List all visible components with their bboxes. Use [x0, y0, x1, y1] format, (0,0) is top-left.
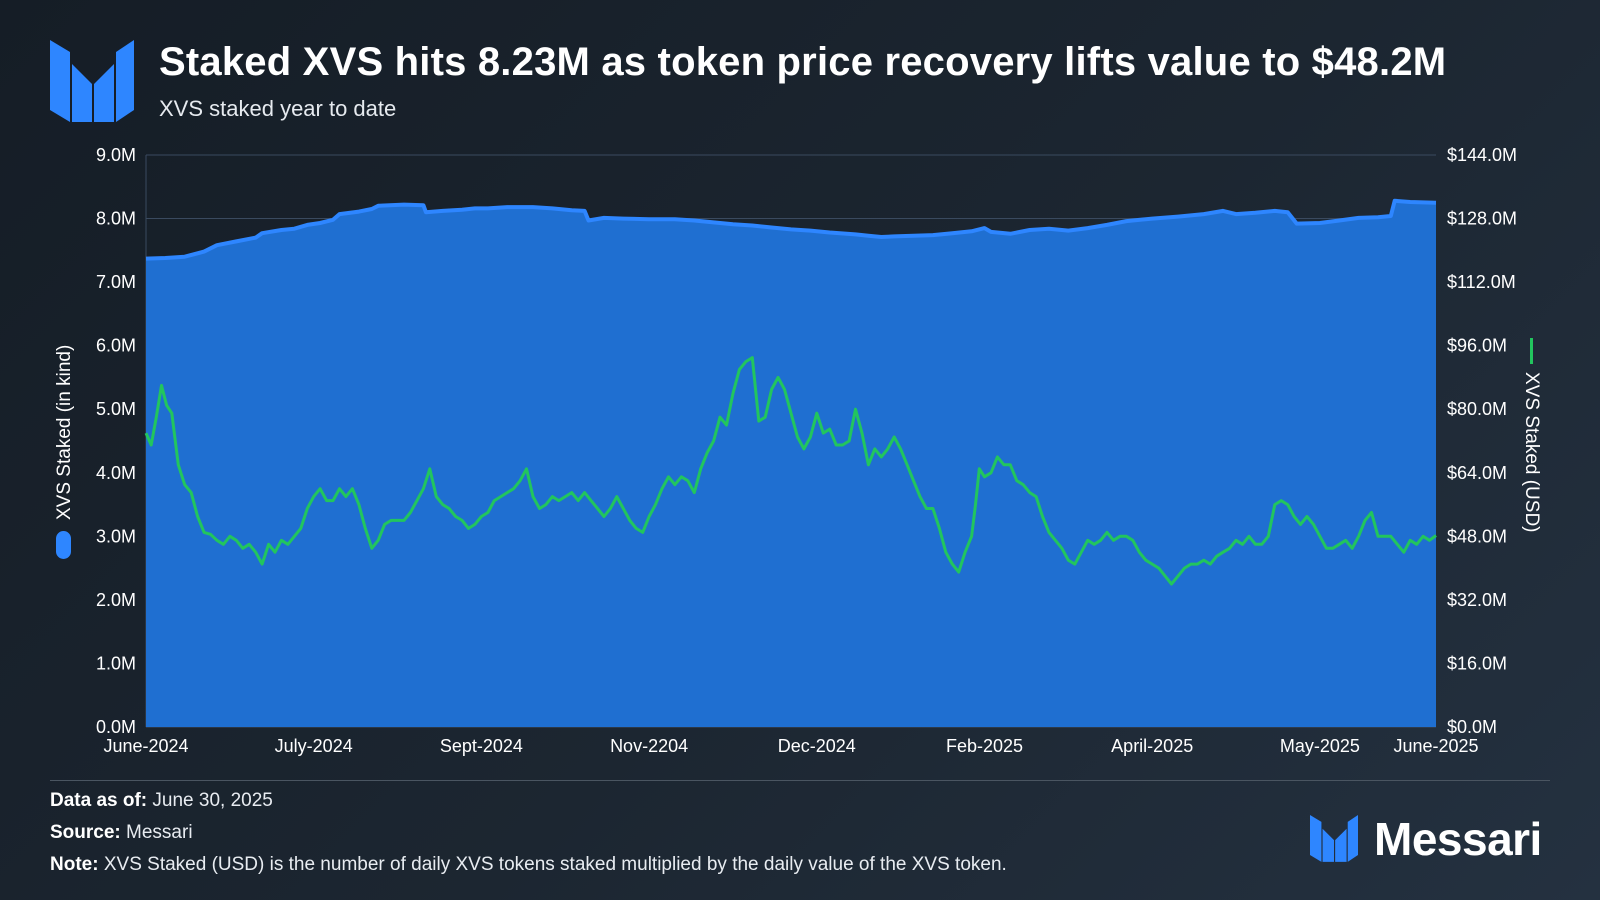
- source-label: Source:: [50, 822, 121, 843]
- legend-swatch-usd: [1530, 338, 1533, 364]
- source-line: Source: Messari: [50, 822, 193, 844]
- x-tick-label: Sept-2024: [440, 736, 523, 756]
- note-label: Note:: [50, 854, 99, 875]
- right-tick-label: $80.0M: [1447, 399, 1507, 419]
- left-axis-title-group: XVS Staked (in kind): [54, 345, 75, 559]
- x-tick-label: June-2024: [103, 736, 188, 756]
- chart-title: Staked XVS hits 8.23M as token price rec…: [159, 40, 1447, 84]
- brand-lockup: Messari: [1310, 812, 1542, 866]
- x-tick-label: May-2025: [1280, 736, 1360, 756]
- note-value: XVS Staked (USD) is the number of daily …: [103, 854, 1007, 875]
- right-axis-ticks: $0.0M $16.0M $32.0M $48.0M $64.0M $80.0M $96.0…: [1447, 145, 1517, 737]
- data-as-of-label: Data as of:: [50, 790, 148, 811]
- left-tick-label: 3.0M: [96, 526, 136, 546]
- right-tick-label: $0.0M: [1447, 717, 1497, 737]
- chart-subtitle: XVS staked year to date: [159, 96, 397, 121]
- right-tick-label: $16.0M: [1447, 653, 1507, 673]
- note-line: Note: XVS Staked (USD) is the number of …: [50, 854, 1007, 876]
- right-tick-label: $144.0M: [1447, 145, 1517, 165]
- x-tick-label: Nov-2204: [610, 736, 688, 756]
- right-tick-label: $32.0M: [1447, 590, 1507, 610]
- right-tick-label: $128.0M: [1447, 209, 1517, 229]
- left-tick-label: 4.0M: [96, 463, 136, 483]
- chart: 0.0M 1.0M 2.0M 3.0M 4.0M 5.0M 6.0M 7.0M 8.0M 9.0M…: [54, 145, 1542, 756]
- x-axis-ticks: June-2024 July-2024 Sept-2024 Nov-2204 Dec-2…: [103, 736, 1478, 756]
- footer-divider: [50, 780, 1550, 781]
- xvs-staked-in-kind-area: [146, 200, 1436, 728]
- left-tick-label: 2.0M: [96, 590, 136, 610]
- left-tick-label: 8.0M: [96, 209, 136, 229]
- left-tick-label: 6.0M: [96, 336, 136, 356]
- right-tick-label: $96.0M: [1447, 336, 1507, 356]
- x-tick-label: April-2025: [1111, 736, 1193, 756]
- x-tick-label: June-2025: [1393, 736, 1478, 756]
- left-tick-label: 5.0M: [96, 399, 136, 419]
- x-tick-label: Feb-2025: [946, 736, 1023, 756]
- messari-logo-icon: [50, 40, 134, 122]
- xvs-staked-usd-line: [144, 356, 1437, 586]
- right-tick-label: $64.0M: [1447, 463, 1507, 483]
- left-tick-label: 0.0M: [96, 717, 136, 737]
- left-tick-label: 1.0M: [96, 653, 136, 673]
- xvs-staked-in-kind-line: [145, 198, 1437, 261]
- data-as-of-value: June 30, 2025: [152, 790, 273, 811]
- right-axis-title-group: XVS Staked (USD): [1521, 338, 1542, 533]
- data-as-of-line: Data as of: June 30, 2025: [50, 790, 273, 812]
- x-tick-label: Dec-2024: [778, 736, 856, 756]
- left-tick-label: 9.0M: [96, 145, 136, 165]
- left-axis-ticks: 0.0M 1.0M 2.0M 3.0M 4.0M 5.0M 6.0M 7.0M 8.0M 9.0M: [96, 145, 136, 737]
- right-axis-title: XVS Staked (USD): [1521, 372, 1542, 533]
- right-tick-label: $48.0M: [1447, 526, 1507, 546]
- right-tick-label: $112.0M: [1447, 272, 1516, 292]
- left-tick-label: 7.0M: [96, 272, 136, 292]
- x-tick-label: July-2024: [275, 736, 353, 756]
- legend-swatch-in-kind: [56, 531, 71, 559]
- source-value: Messari: [126, 822, 193, 843]
- brand-logo-icon: [1310, 815, 1358, 862]
- brand-name: Messari: [1374, 813, 1542, 865]
- left-axis-title: XVS Staked (in kind): [54, 345, 75, 520]
